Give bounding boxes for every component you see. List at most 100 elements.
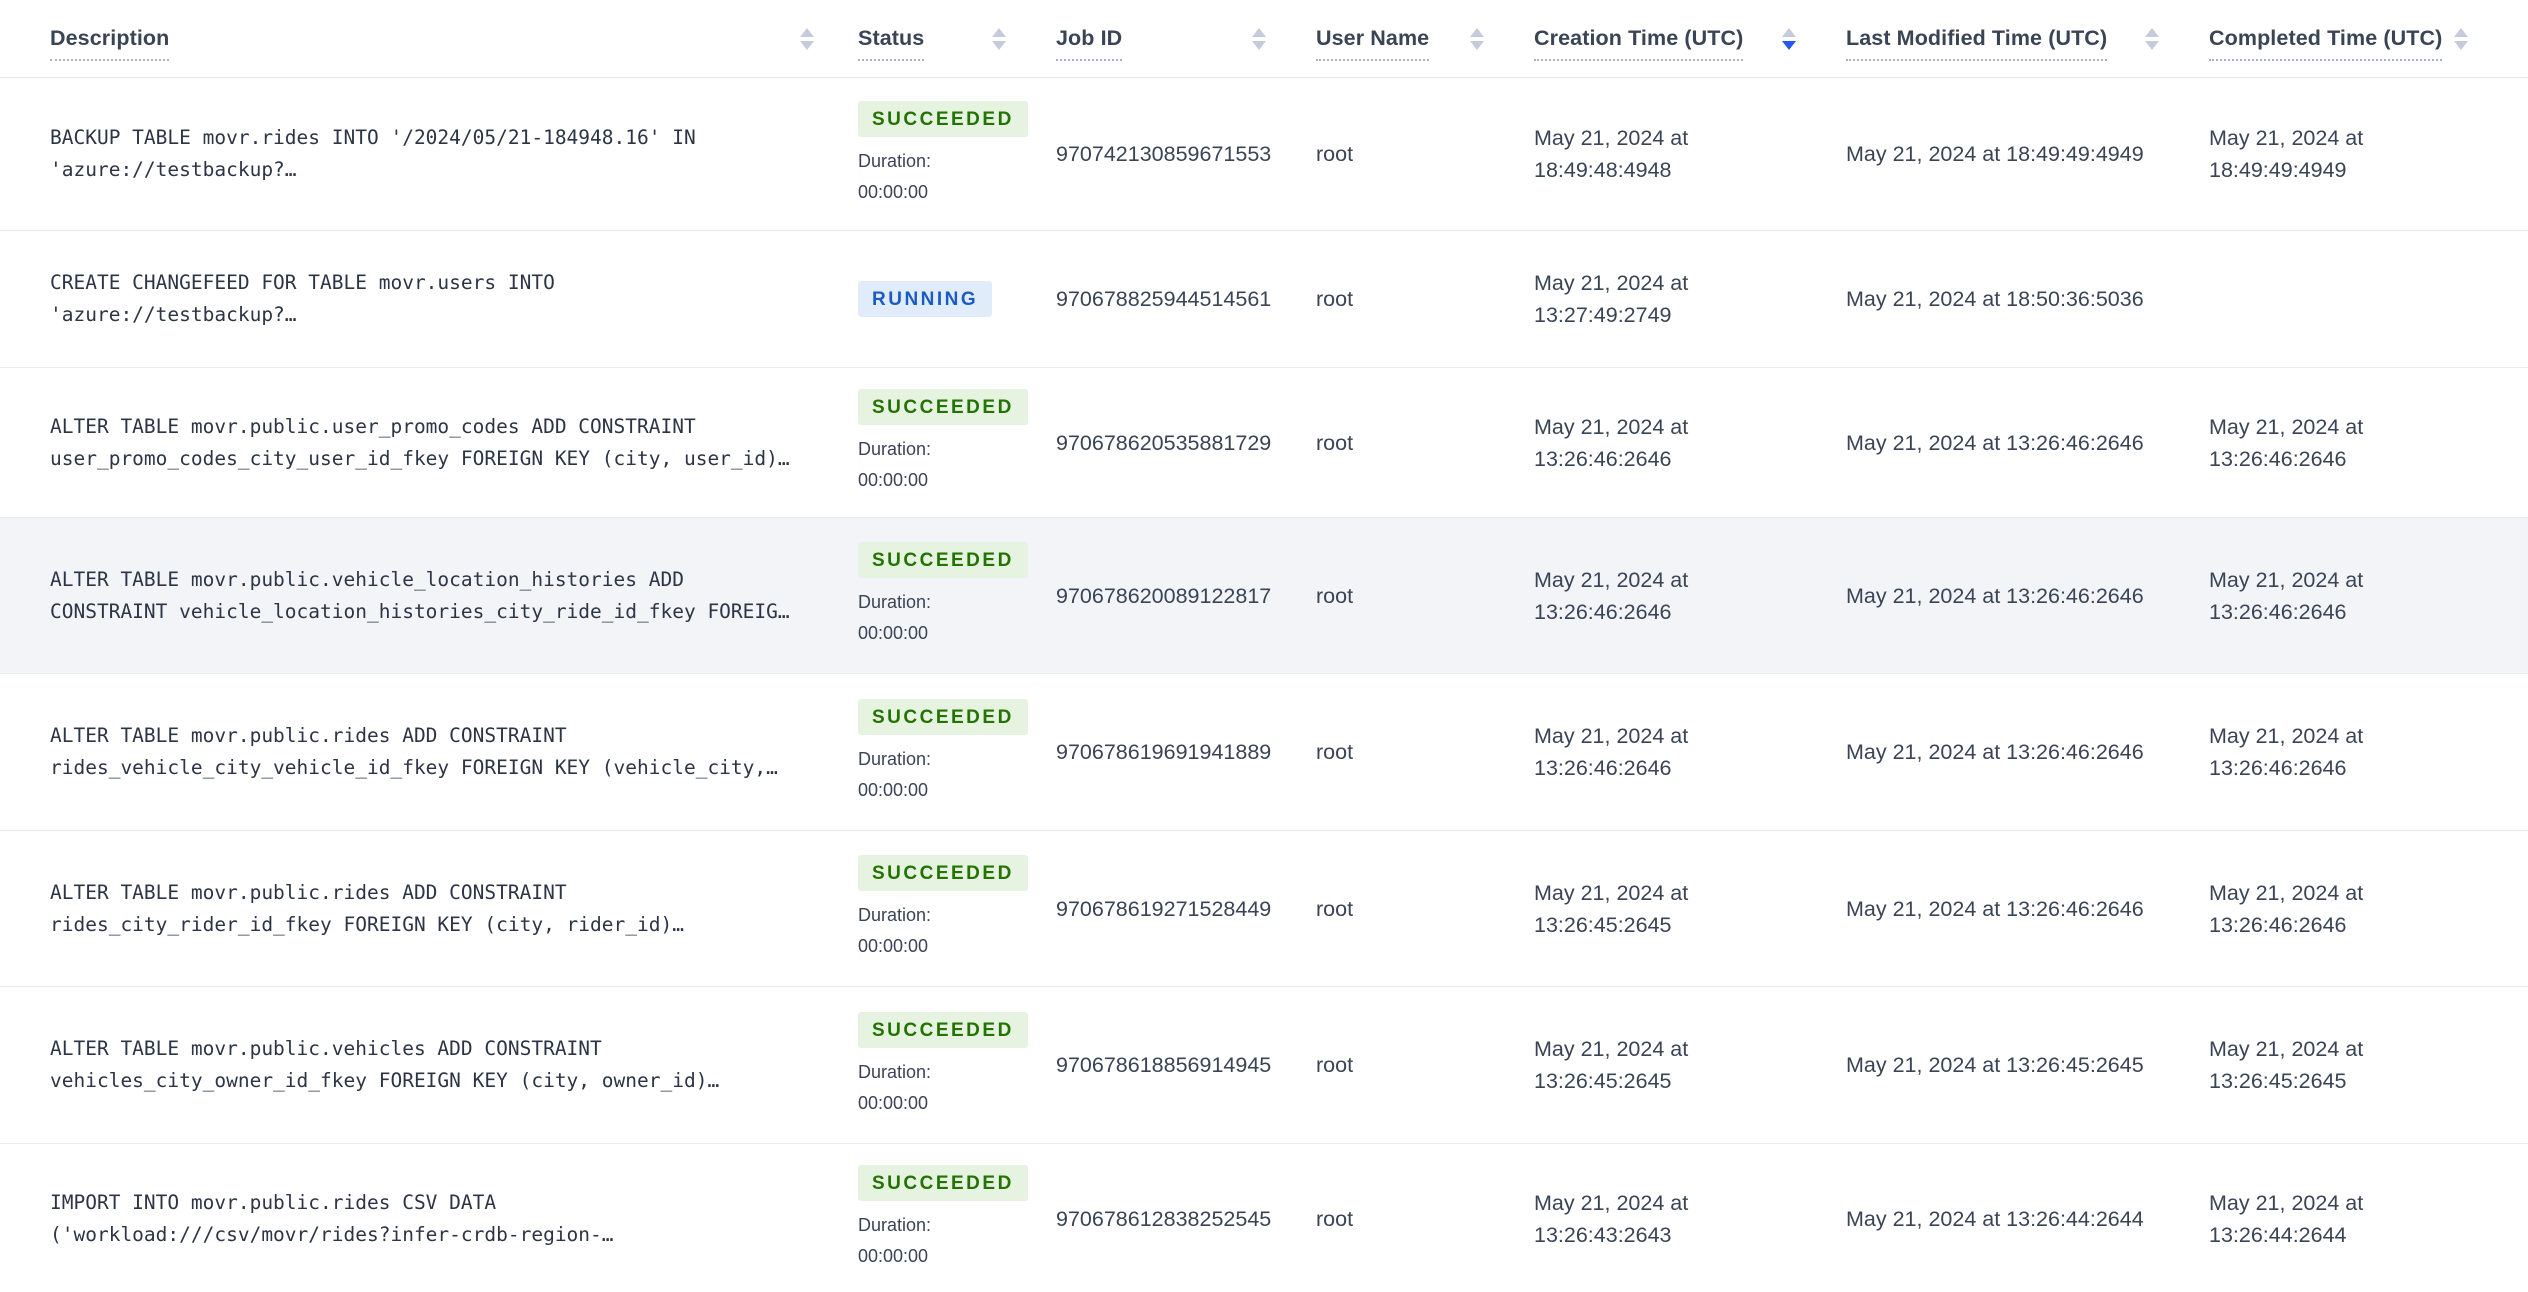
creation-time-cell: May 21, 2024 at 13:26:46:2646 [1534, 567, 1689, 624]
job-duration: Duration: 00:00:00 [858, 439, 932, 490]
column-label: Status [858, 26, 925, 61]
column-label: Description [50, 26, 170, 61]
status-cell: SUCCEEDED Duration: 00:00:00 [858, 389, 1056, 496]
user-name-cell: root [1316, 583, 1354, 608]
table-row[interactable]: ALTER TABLE movr.public.rides ADD CONSTR… [0, 674, 2528, 831]
sort-desc-arrow [1782, 40, 1796, 50]
creation-time-cell: May 21, 2024 at 13:26:46:2646 [1534, 414, 1689, 471]
user-name-cell: root [1316, 740, 1354, 764]
sort-desc-arrow [992, 40, 1006, 50]
user-name-cell: root [1316, 287, 1354, 311]
job-duration: Duration: 00:00:00 [858, 905, 932, 956]
sort-desc-arrow [800, 40, 814, 50]
creation-time-cell: May 21, 2024 at 18:49:48:4948 [1534, 126, 1689, 182]
sort-asc-arrow [2454, 27, 2469, 37]
sort-asc-arrow [992, 27, 1006, 37]
status-badge: RUNNING [858, 281, 993, 317]
user-name-cell: root [1316, 1053, 1354, 1077]
column-header-description[interactable]: Description [0, 0, 858, 77]
creation-time-cell: May 21, 2024 at 13:27:49:2749 [1534, 271, 1689, 327]
user-name-cell: root [1316, 896, 1354, 921]
status-cell: SUCCEEDED Duration: 00:00:00 [858, 698, 1056, 806]
status-badge: SUCCEEDED [858, 542, 1028, 578]
status-badge: SUCCEEDED [858, 1165, 1028, 1201]
status-cell: SUCCEEDED Duration: 00:00:00 [858, 855, 1056, 962]
sort-icon[interactable] [1252, 27, 1266, 50]
sort-icon[interactable] [1470, 27, 1484, 50]
sort-icon[interactable] [2145, 27, 2159, 50]
creation-time-cell: May 21, 2024 at 13:26:45:2645 [1534, 1037, 1689, 1093]
table-row[interactable]: CREATE CHANGEFEED FOR TABLE movr.users I… [0, 231, 2528, 368]
last-modified-time-cell: May 21, 2024 at 13:26:46:2646 [1846, 583, 2144, 608]
completed-time-cell: May 21, 2024 at 13:26:45:2645 [2209, 1037, 2364, 1093]
job-duration: Duration: 00:00:00 [858, 150, 932, 202]
job-id-cell: 970678618856914945 [1056, 1053, 1272, 1077]
table-row[interactable]: ALTER TABLE movr.public.user_promo_codes… [0, 368, 2528, 518]
column-label: Completed Time (UTC) [2209, 26, 2443, 61]
status-cell: SUCCEEDED Duration: 00:00:00 [858, 100, 1056, 208]
column-header-job-id[interactable]: Job ID [1056, 0, 1316, 77]
job-id-cell: 970678619271528449 [1056, 896, 1272, 921]
sort-icon[interactable] [992, 27, 1006, 50]
table-row[interactable]: IMPORT INTO movr.public.rides CSV DATA (… [0, 1144, 2528, 1292]
table-row[interactable]: ALTER TABLE movr.public.vehicle_location… [0, 518, 2528, 674]
column-label: Last Modified Time (UTC) [1846, 26, 2108, 61]
status-badge: SUCCEEDED [858, 1011, 1028, 1048]
column-header-creation-time[interactable]: Creation Time (UTC) [1534, 0, 1846, 77]
description-cell[interactable]: IMPORT INTO movr.public.rides CSV DATA (… [50, 1190, 614, 1246]
creation-time-cell: May 21, 2024 at 13:26:45:2645 [1534, 880, 1689, 937]
sort-icon[interactable] [2454, 27, 2469, 50]
status-cell: RUNNING [858, 281, 1056, 317]
sort-asc-arrow [1782, 27, 1796, 37]
table-row[interactable]: BACKUP TABLE movr.rides INTO '/2024/05/2… [0, 78, 2528, 231]
description-cell[interactable]: ALTER TABLE movr.public.vehicle_location… [50, 567, 790, 623]
column-header-completed-time[interactable]: Completed Time (UTC) [2209, 0, 2528, 77]
table-row[interactable]: ALTER TABLE movr.public.vehicles ADD CON… [0, 987, 2528, 1144]
job-id-cell: 970678825944514561 [1056, 287, 1272, 311]
last-modified-time-cell: May 21, 2024 at 18:50:36:5036 [1846, 287, 2144, 311]
completed-time-cell: May 21, 2024 at 18:49:49:4949 [2209, 126, 2364, 182]
job-duration: Duration: 00:00:00 [858, 1215, 932, 1266]
sort-asc-arrow [800, 27, 814, 37]
sort-asc-arrow [1470, 27, 1484, 37]
job-id-cell: 970742130859671553 [1056, 142, 1272, 166]
last-modified-time-cell: May 21, 2024 at 13:26:44:2644 [1846, 1206, 2144, 1231]
description-cell[interactable]: ALTER TABLE movr.public.rides ADD CONSTR… [50, 724, 778, 779]
sort-desc-arrow [1252, 40, 1266, 50]
sort-desc-arrow [1470, 40, 1484, 50]
job-id-cell: 970678620535881729 [1056, 430, 1272, 455]
sort-icon[interactable] [1782, 27, 1796, 50]
column-label: User Name [1316, 26, 1430, 61]
last-modified-time-cell: May 21, 2024 at 13:26:46:2646 [1846, 896, 2144, 921]
last-modified-time-cell: May 21, 2024 at 13:26:45:2645 [1846, 1053, 2144, 1077]
sort-icon[interactable] [800, 27, 814, 50]
column-label: Creation Time (UTC) [1534, 26, 1744, 61]
last-modified-time-cell: May 21, 2024 at 13:26:46:2646 [1846, 740, 2144, 764]
status-cell: SUCCEEDED Duration: 00:00:00 [858, 542, 1056, 649]
creation-time-cell: May 21, 2024 at 13:26:46:2646 [1534, 724, 1689, 780]
table-row[interactable]: ALTER TABLE movr.public.rides ADD CONSTR… [0, 831, 2528, 987]
description-cell[interactable]: ALTER TABLE movr.public.rides ADD CONSTR… [50, 880, 684, 936]
description-cell[interactable]: CREATE CHANGEFEED FOR TABLE movr.users I… [50, 271, 555, 326]
table-body: BACKUP TABLE movr.rides INTO '/2024/05/2… [0, 78, 2528, 1292]
column-header-last-modified-time[interactable]: Last Modified Time (UTC) [1846, 0, 2209, 77]
completed-time-cell: May 21, 2024 at 13:26:44:2644 [2209, 1190, 2364, 1247]
description-cell[interactable]: BACKUP TABLE movr.rides INTO '/2024/05/2… [50, 126, 696, 181]
completed-time-cell: May 21, 2024 at 13:26:46:2646 [2209, 567, 2364, 624]
status-cell: SUCCEEDED Duration: 00:00:00 [858, 1165, 1056, 1272]
column-header-user-name[interactable]: User Name [1316, 0, 1534, 77]
status-badge: SUCCEEDED [858, 100, 1028, 137]
sort-asc-arrow [2145, 27, 2159, 37]
status-badge: SUCCEEDED [858, 698, 1028, 735]
job-duration: Duration: 00:00:00 [858, 1061, 932, 1113]
description-cell[interactable]: ALTER TABLE movr.public.vehicles ADD CON… [50, 1037, 720, 1092]
user-name-cell: root [1316, 142, 1354, 166]
completed-time-cell: May 21, 2024 at 13:26:46:2646 [2209, 414, 2364, 471]
last-modified-time-cell: May 21, 2024 at 18:49:49:4949 [1846, 142, 2144, 166]
description-cell[interactable]: ALTER TABLE movr.public.user_promo_codes… [50, 414, 790, 470]
column-label: Job ID [1056, 26, 1123, 61]
column-header-status[interactable]: Status [858, 0, 1056, 77]
user-name-cell: root [1316, 1206, 1354, 1231]
sort-desc-arrow [2145, 40, 2159, 50]
